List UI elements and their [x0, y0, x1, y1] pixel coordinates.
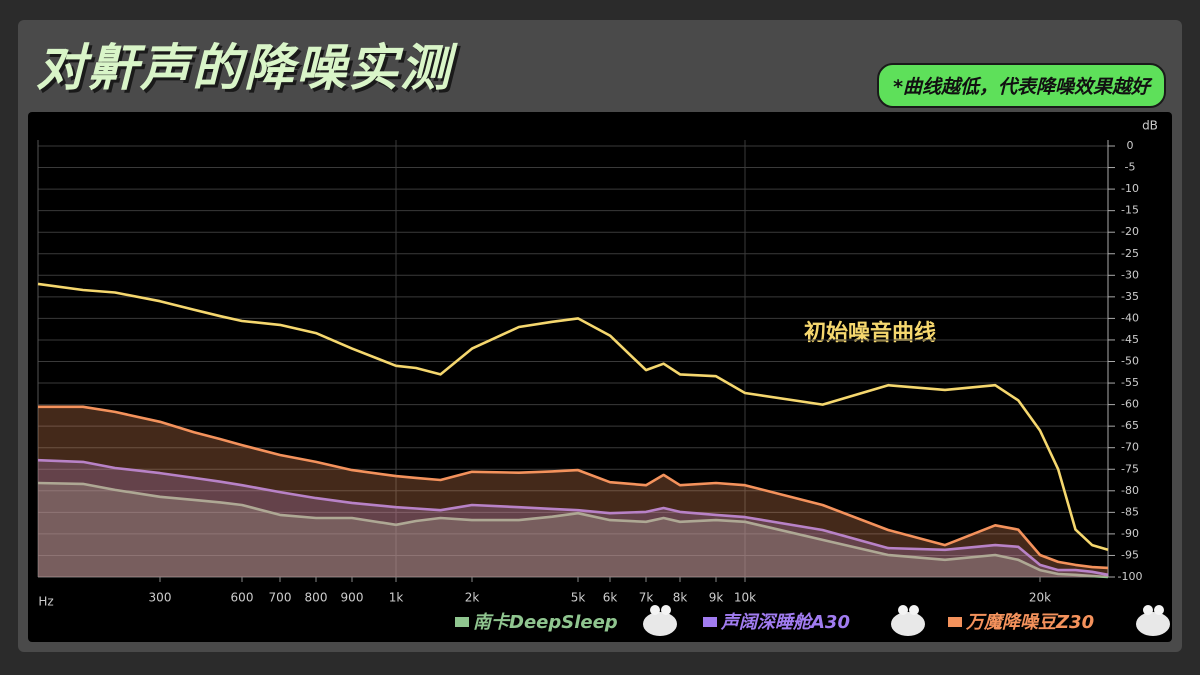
earbud-icon — [643, 612, 677, 636]
legend-swatch — [703, 617, 717, 627]
title: 对鼾声的降噪实测 — [36, 39, 452, 97]
x-tick-label: 10k — [734, 591, 756, 605]
y-tick-label: -75 — [1121, 462, 1139, 475]
x-tick-label: 7k — [639, 591, 654, 605]
y-tick-label: -80 — [1121, 484, 1139, 497]
series-area — [38, 406, 1108, 577]
x-tick-label: 2k — [465, 591, 480, 605]
y-tick-label: -20 — [1121, 225, 1139, 238]
x-tick-label: 6k — [603, 591, 618, 605]
y-tick-label: -85 — [1121, 505, 1139, 518]
series-area — [38, 460, 1108, 577]
earbud-icon — [898, 605, 908, 615]
y-tick-label: -55 — [1121, 376, 1139, 389]
series-area — [38, 483, 1108, 577]
y-tick-label: -90 — [1121, 527, 1139, 540]
x-tick-label: 5k — [571, 591, 586, 605]
y-tick-label: -60 — [1121, 398, 1139, 411]
legend-label: 声阔深睡舱A30 — [720, 612, 850, 633]
earbud-icon — [661, 605, 671, 615]
x-tick-label: 300 — [149, 591, 172, 605]
y-axis-label: dB — [1142, 119, 1158, 133]
y-tick-label: -15 — [1121, 204, 1139, 217]
series-line — [37, 458, 1109, 577]
subtitle-badge: *曲线越低，代表降噪效果越好 — [877, 63, 1166, 108]
x-tick-label: 800 — [305, 591, 328, 605]
y-tick-label: -30 — [1121, 268, 1139, 281]
earbud-icon — [1136, 612, 1170, 636]
y-tick-label: -45 — [1121, 333, 1139, 346]
x-tick-label: 20k — [1029, 591, 1051, 605]
x-tick-label: 8k — [673, 591, 688, 605]
y-tick-label: -70 — [1121, 441, 1139, 454]
y-tick-label: -65 — [1121, 419, 1139, 432]
earbud-icon — [1154, 605, 1164, 615]
series-line — [38, 405, 1109, 570]
y-tick-label: -100 — [1118, 570, 1143, 583]
series-line — [37, 282, 1109, 552]
y-tick-label: -40 — [1121, 311, 1139, 324]
legend-label: 南卡DeepSleep — [473, 612, 618, 633]
x-tick-label: 600 — [231, 591, 254, 605]
y-tick-label: -25 — [1121, 247, 1139, 260]
x-tick-label: 1k — [389, 591, 404, 605]
y-tick-label: -50 — [1121, 355, 1139, 368]
legend-swatch — [455, 617, 469, 627]
annotation: 初始噪音曲线 — [804, 320, 936, 346]
x-axis-label: Hz — [38, 595, 53, 609]
y-tick-label: 0 — [1127, 139, 1134, 152]
earbud-icon — [891, 612, 925, 636]
series-line — [37, 481, 1109, 579]
chart-panel — [28, 112, 1172, 642]
y-tick-label: -10 — [1121, 182, 1139, 195]
legend-swatch — [948, 617, 962, 627]
earbud-icon — [1143, 605, 1153, 615]
legend-label: 万魔降噪豆Z30 — [965, 612, 1094, 633]
y-tick-label: -5 — [1125, 161, 1136, 174]
y-tick-label: -35 — [1121, 290, 1139, 303]
x-tick-label: 9k — [709, 591, 724, 605]
earbud-icon — [909, 605, 919, 615]
y-tick-label: -95 — [1121, 548, 1139, 561]
x-tick-label: 900 — [341, 591, 364, 605]
earbud-icon — [650, 605, 660, 615]
x-tick-label: 700 — [269, 591, 292, 605]
